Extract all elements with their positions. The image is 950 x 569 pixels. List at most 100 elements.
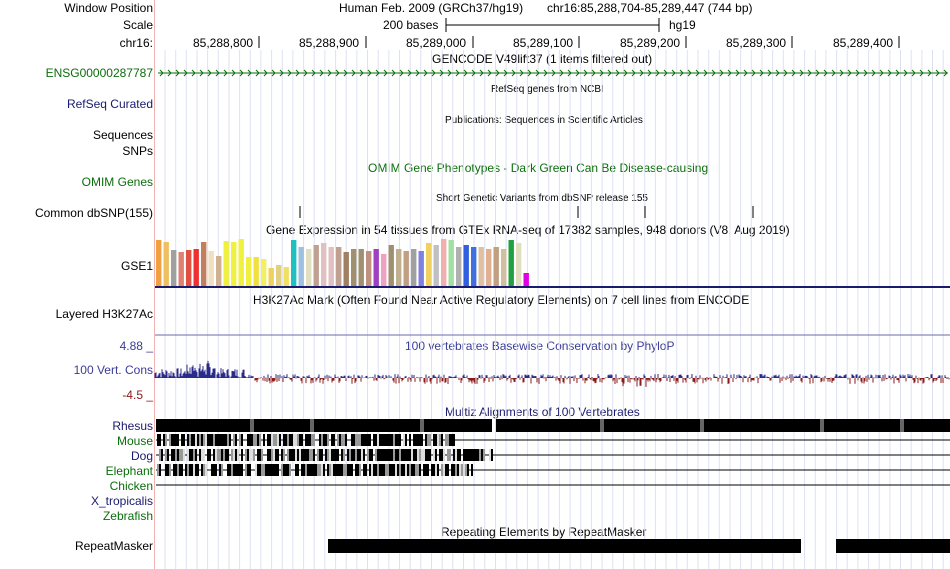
gtex-bar[interactable] bbox=[508, 240, 514, 287]
gtex-bar[interactable] bbox=[223, 241, 229, 287]
tick-label: 85,288,900 bbox=[299, 36, 360, 50]
window-position-label: Window Position bbox=[64, 1, 153, 15]
refseq-title: RefSeq genes from NCBI bbox=[491, 84, 604, 95]
tick-label: 85,289,200 bbox=[620, 36, 681, 50]
gtex-bar[interactable] bbox=[216, 256, 222, 287]
gtex-bar[interactable] bbox=[516, 243, 522, 287]
tick-label: 85,288,800 bbox=[193, 36, 254, 50]
repeatmasker-features[interactable] bbox=[328, 539, 950, 553]
gtex-bar[interactable] bbox=[523, 273, 529, 287]
gtex-bar[interactable] bbox=[366, 251, 372, 287]
gencode-gene-feature[interactable] bbox=[158, 69, 948, 77]
dbsnp-label[interactable]: Common dbSNP(155) bbox=[34, 206, 153, 220]
multiz-title: Multiz Alignments of 100 Vertebrates bbox=[445, 405, 640, 419]
cons-max-label: 4.88 _ bbox=[119, 339, 153, 353]
species-dog[interactable]: Dog bbox=[130, 449, 153, 463]
gtex-label[interactable]: GSE1 bbox=[120, 259, 153, 273]
gtex-bar[interactable] bbox=[268, 268, 274, 287]
gtex-bar[interactable] bbox=[178, 252, 184, 287]
tick-label: 85,289,000 bbox=[406, 36, 467, 50]
chrom-label: chr16: bbox=[119, 36, 153, 50]
gtex-bar[interactable] bbox=[336, 247, 342, 287]
gtex-bar[interactable] bbox=[456, 247, 462, 287]
gtex-bar[interactable] bbox=[501, 249, 507, 287]
gtex-bar[interactable] bbox=[471, 247, 477, 287]
gtex-bar[interactable] bbox=[291, 240, 297, 287]
gtex-bar[interactable] bbox=[156, 240, 162, 287]
gtex-bar[interactable] bbox=[328, 247, 334, 287]
gtex-bar[interactable] bbox=[246, 257, 252, 287]
cons-min-label: -4.5 _ bbox=[122, 388, 153, 402]
scale-bar bbox=[445, 18, 660, 32]
conservation-plot[interactable] bbox=[154, 360, 950, 387]
gtex-bar[interactable] bbox=[463, 245, 469, 287]
gtex-bar[interactable] bbox=[261, 259, 267, 287]
gtex-bar[interactable] bbox=[193, 249, 199, 287]
scale-label: Scale bbox=[122, 18, 153, 32]
gtex-bar[interactable] bbox=[358, 249, 364, 287]
gtex-bar[interactable] bbox=[313, 245, 319, 287]
gtex-bar[interactable] bbox=[343, 252, 349, 287]
scale-text: 200 bases bbox=[383, 18, 439, 32]
gtex-bar[interactable] bbox=[186, 250, 192, 287]
position-text: chr16:85,288,704-85,289,447 (744 bp) bbox=[547, 1, 753, 15]
dbsnp-variants[interactable] bbox=[299, 206, 754, 218]
h3k27ac-title: H3K27Ac Mark (Often Found Near Active Re… bbox=[253, 293, 750, 307]
gtex-bar[interactable] bbox=[351, 249, 357, 287]
assembly-text: Human Feb. 2009 (GRCh37/hg19) bbox=[339, 1, 524, 15]
gencode-gene-label[interactable]: ENSG00000287787 bbox=[45, 66, 153, 80]
gtex-bar[interactable] bbox=[486, 249, 492, 287]
gtex-bars[interactable] bbox=[156, 239, 529, 287]
omim-label[interactable]: OMIM Genes bbox=[81, 175, 153, 189]
gtex-bar[interactable] bbox=[493, 247, 499, 287]
tick-label: 85,289,400 bbox=[833, 36, 894, 50]
gtex-bar[interactable] bbox=[433, 245, 439, 287]
gtex-bar[interactable] bbox=[231, 242, 237, 287]
gtex-bar[interactable] bbox=[478, 247, 484, 287]
gtex-bar[interactable] bbox=[396, 249, 402, 287]
refseq-label[interactable]: RefSeq Curated bbox=[66, 97, 153, 111]
gtex-bar[interactable] bbox=[283, 267, 289, 287]
multiz-alignments[interactable] bbox=[156, 419, 950, 486]
cons-label[interactable]: 100 Vert. Cons bbox=[73, 363, 153, 377]
tick-label: 85,289,300 bbox=[726, 36, 787, 50]
gtex-bar[interactable] bbox=[201, 242, 207, 287]
gtex-bar[interactable] bbox=[381, 254, 387, 287]
gtex-bar[interactable] bbox=[373, 249, 379, 287]
gtex-bar[interactable] bbox=[388, 245, 394, 287]
gtex-bar[interactable] bbox=[163, 242, 169, 287]
repeatmasker-title: Repeating Elements by RepeatMasker bbox=[441, 525, 647, 539]
gtex-bar[interactable] bbox=[441, 239, 447, 287]
gtex-bar[interactable] bbox=[171, 250, 177, 287]
omim-title: OMIM Gene Phenotypes - Dark Green Can Be… bbox=[368, 161, 709, 175]
gtex-bar[interactable] bbox=[321, 243, 327, 287]
gtex-bar[interactable] bbox=[426, 243, 432, 287]
snps-label[interactable]: SNPs bbox=[122, 144, 153, 158]
left-boundary-line bbox=[154, 0, 155, 569]
dbsnp-title: Short Genetic Variants from dbSNP releas… bbox=[436, 193, 648, 204]
h3k27ac-label[interactable]: Layered H3K27Ac bbox=[55, 307, 153, 321]
species-mouse[interactable]: Mouse bbox=[116, 434, 153, 448]
gtex-bar[interactable] bbox=[448, 240, 454, 287]
gtex-bar[interactable] bbox=[418, 251, 424, 287]
gtex-bar[interactable] bbox=[411, 249, 417, 287]
gtex-bar[interactable] bbox=[276, 265, 282, 287]
gtex-bar[interactable] bbox=[403, 251, 409, 287]
gtex-bar[interactable] bbox=[253, 257, 259, 287]
species-elephant[interactable]: Elephant bbox=[105, 464, 153, 478]
species-zebrafish[interactable]: Zebrafish bbox=[102, 509, 153, 523]
repeatmasker-label[interactable]: RepeatMasker bbox=[74, 539, 153, 553]
species-xtropicalis[interactable]: X_tropicalis bbox=[90, 494, 153, 508]
gtex-title: Gene Expression in 54 tissues from GTEx … bbox=[266, 223, 790, 237]
species-chicken[interactable]: Chicken bbox=[109, 479, 153, 493]
gtex-bar[interactable] bbox=[306, 249, 312, 287]
scale-db-text: hg19 bbox=[669, 18, 696, 32]
publications-label[interactable]: Sequences bbox=[92, 128, 153, 142]
gtex-bar[interactable] bbox=[208, 251, 214, 287]
cons-title: 100 vertebrates Basewise Conservation by… bbox=[405, 339, 675, 353]
tick-label: 85,289,100 bbox=[513, 36, 574, 50]
publications-title: Publications: Sequences in Scientific Ar… bbox=[445, 115, 643, 126]
gtex-bar[interactable] bbox=[238, 239, 244, 287]
species-rhesus[interactable]: Rhesus bbox=[112, 419, 153, 433]
gtex-bar[interactable] bbox=[298, 247, 304, 287]
